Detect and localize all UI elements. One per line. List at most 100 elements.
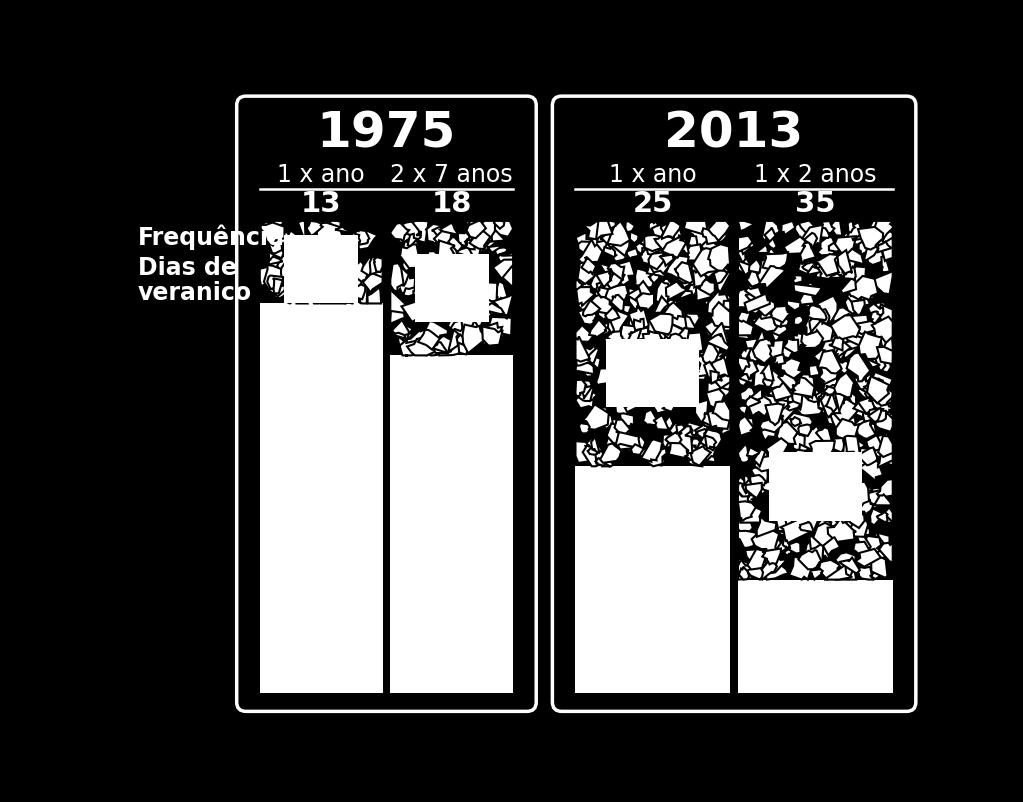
Polygon shape bbox=[692, 362, 708, 380]
Polygon shape bbox=[771, 382, 793, 401]
Polygon shape bbox=[848, 315, 873, 340]
Polygon shape bbox=[769, 401, 795, 425]
Polygon shape bbox=[437, 241, 455, 268]
Polygon shape bbox=[462, 325, 487, 354]
Polygon shape bbox=[777, 375, 797, 391]
Polygon shape bbox=[738, 261, 754, 276]
Polygon shape bbox=[341, 277, 356, 302]
Polygon shape bbox=[809, 569, 824, 580]
Polygon shape bbox=[790, 418, 801, 427]
Polygon shape bbox=[723, 300, 730, 311]
Polygon shape bbox=[800, 522, 814, 533]
Polygon shape bbox=[743, 361, 758, 380]
Polygon shape bbox=[428, 229, 436, 237]
Polygon shape bbox=[692, 352, 708, 371]
Polygon shape bbox=[858, 332, 883, 359]
Polygon shape bbox=[835, 343, 851, 358]
Polygon shape bbox=[842, 512, 851, 523]
Polygon shape bbox=[476, 288, 496, 308]
Polygon shape bbox=[421, 338, 437, 356]
Polygon shape bbox=[874, 495, 891, 506]
Polygon shape bbox=[654, 297, 669, 314]
Polygon shape bbox=[610, 269, 613, 282]
Polygon shape bbox=[843, 557, 858, 577]
Polygon shape bbox=[813, 520, 831, 535]
Polygon shape bbox=[576, 345, 596, 367]
Polygon shape bbox=[752, 318, 765, 325]
Polygon shape bbox=[869, 488, 888, 506]
Polygon shape bbox=[801, 294, 812, 308]
Polygon shape bbox=[711, 354, 727, 375]
Polygon shape bbox=[845, 436, 859, 456]
Polygon shape bbox=[676, 425, 693, 445]
Polygon shape bbox=[738, 358, 750, 371]
Polygon shape bbox=[633, 324, 644, 332]
Polygon shape bbox=[439, 341, 459, 356]
Polygon shape bbox=[448, 245, 458, 267]
Polygon shape bbox=[860, 297, 870, 307]
Polygon shape bbox=[802, 380, 819, 403]
Polygon shape bbox=[877, 305, 893, 330]
Bar bbox=[391, 221, 514, 356]
Polygon shape bbox=[586, 438, 594, 448]
Polygon shape bbox=[796, 450, 809, 464]
Polygon shape bbox=[787, 493, 800, 513]
Polygon shape bbox=[749, 389, 762, 401]
Polygon shape bbox=[814, 310, 830, 325]
Polygon shape bbox=[628, 330, 640, 345]
Polygon shape bbox=[432, 228, 445, 241]
Polygon shape bbox=[792, 464, 807, 480]
Polygon shape bbox=[627, 249, 638, 259]
Polygon shape bbox=[636, 340, 651, 362]
Polygon shape bbox=[688, 266, 699, 280]
Polygon shape bbox=[746, 561, 758, 573]
Polygon shape bbox=[748, 395, 772, 417]
Polygon shape bbox=[738, 256, 752, 274]
Polygon shape bbox=[581, 386, 592, 399]
Polygon shape bbox=[662, 435, 672, 448]
Polygon shape bbox=[825, 565, 852, 580]
Polygon shape bbox=[771, 333, 780, 342]
Polygon shape bbox=[717, 294, 730, 308]
Polygon shape bbox=[626, 318, 642, 330]
Polygon shape bbox=[770, 318, 789, 336]
Polygon shape bbox=[465, 241, 475, 250]
Polygon shape bbox=[704, 301, 721, 314]
Polygon shape bbox=[664, 316, 686, 346]
Polygon shape bbox=[669, 328, 685, 350]
Polygon shape bbox=[626, 289, 641, 301]
Polygon shape bbox=[826, 393, 837, 412]
Polygon shape bbox=[473, 231, 490, 253]
Polygon shape bbox=[869, 379, 886, 401]
Polygon shape bbox=[875, 403, 891, 420]
Polygon shape bbox=[789, 557, 812, 580]
Polygon shape bbox=[871, 221, 893, 237]
Polygon shape bbox=[829, 261, 842, 276]
Polygon shape bbox=[704, 363, 722, 381]
Polygon shape bbox=[440, 224, 458, 236]
Polygon shape bbox=[615, 431, 640, 449]
Polygon shape bbox=[476, 283, 497, 303]
Polygon shape bbox=[658, 316, 676, 341]
Polygon shape bbox=[710, 302, 730, 328]
Polygon shape bbox=[841, 569, 851, 575]
Polygon shape bbox=[261, 261, 281, 282]
Polygon shape bbox=[781, 496, 799, 512]
Polygon shape bbox=[621, 344, 631, 350]
Polygon shape bbox=[583, 447, 598, 461]
Polygon shape bbox=[698, 280, 715, 299]
Polygon shape bbox=[705, 435, 716, 449]
Polygon shape bbox=[473, 221, 490, 232]
Polygon shape bbox=[814, 296, 838, 322]
Polygon shape bbox=[497, 265, 514, 288]
Polygon shape bbox=[475, 244, 482, 262]
Polygon shape bbox=[776, 422, 799, 444]
Polygon shape bbox=[602, 321, 617, 335]
Polygon shape bbox=[765, 561, 789, 580]
Polygon shape bbox=[493, 259, 514, 279]
Polygon shape bbox=[599, 283, 614, 302]
Polygon shape bbox=[588, 349, 599, 364]
Bar bbox=[260, 221, 383, 304]
Polygon shape bbox=[625, 221, 635, 233]
Polygon shape bbox=[472, 221, 495, 238]
